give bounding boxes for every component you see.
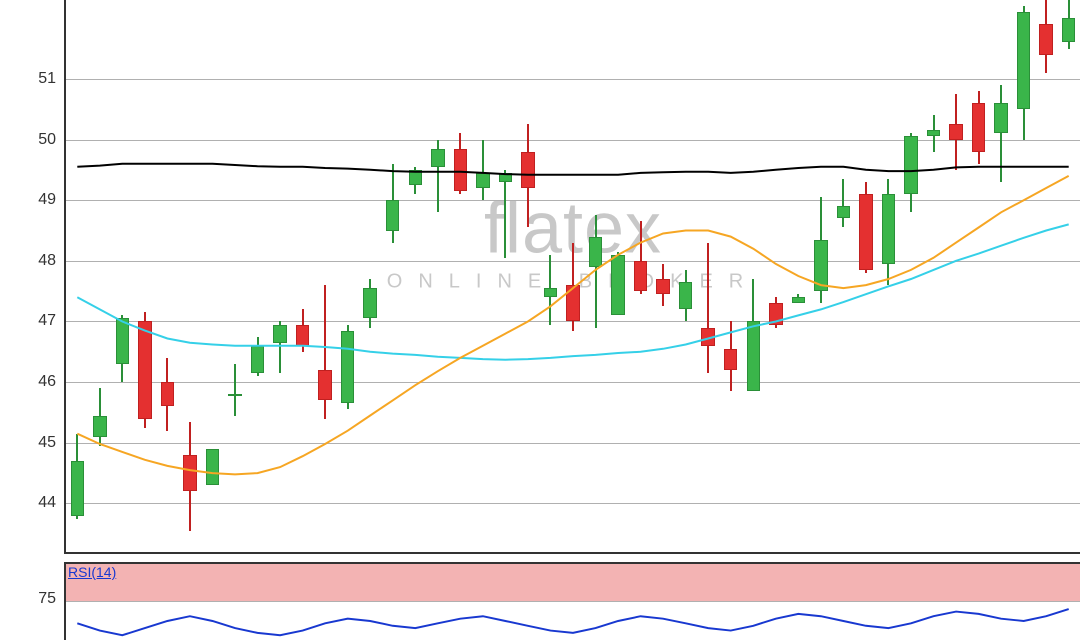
chart-container: flatex ONLINE BROKER 44 45 46 47 48 49 50 51 RS…	[0, 0, 1080, 640]
price-y-tick-label: 45	[8, 435, 56, 451]
price-y-tick-label: 44	[8, 495, 56, 511]
price-chart[interactable]: flatex ONLINE BROKER	[64, 0, 1080, 554]
moving-average-overlay	[66, 0, 1080, 552]
rsi-y-tick-label: 75	[8, 591, 56, 607]
ma-line-black	[77, 164, 1068, 175]
ma-line-orange	[77, 176, 1068, 475]
rsi-gridline	[66, 601, 1080, 602]
rsi-panel[interactable]: RSI(14)	[64, 562, 1080, 640]
price-y-tick-label: 47	[8, 313, 56, 329]
price-y-tick-label: 49	[8, 192, 56, 208]
price-y-tick-label: 50	[8, 132, 56, 148]
price-y-tick-label: 51	[8, 71, 56, 87]
rsi-line	[66, 564, 1080, 640]
price-y-tick-label: 48	[8, 253, 56, 269]
ma-line-cyan	[77, 224, 1068, 359]
price-y-tick-label: 46	[8, 374, 56, 390]
rsi-value-line	[77, 609, 1068, 635]
